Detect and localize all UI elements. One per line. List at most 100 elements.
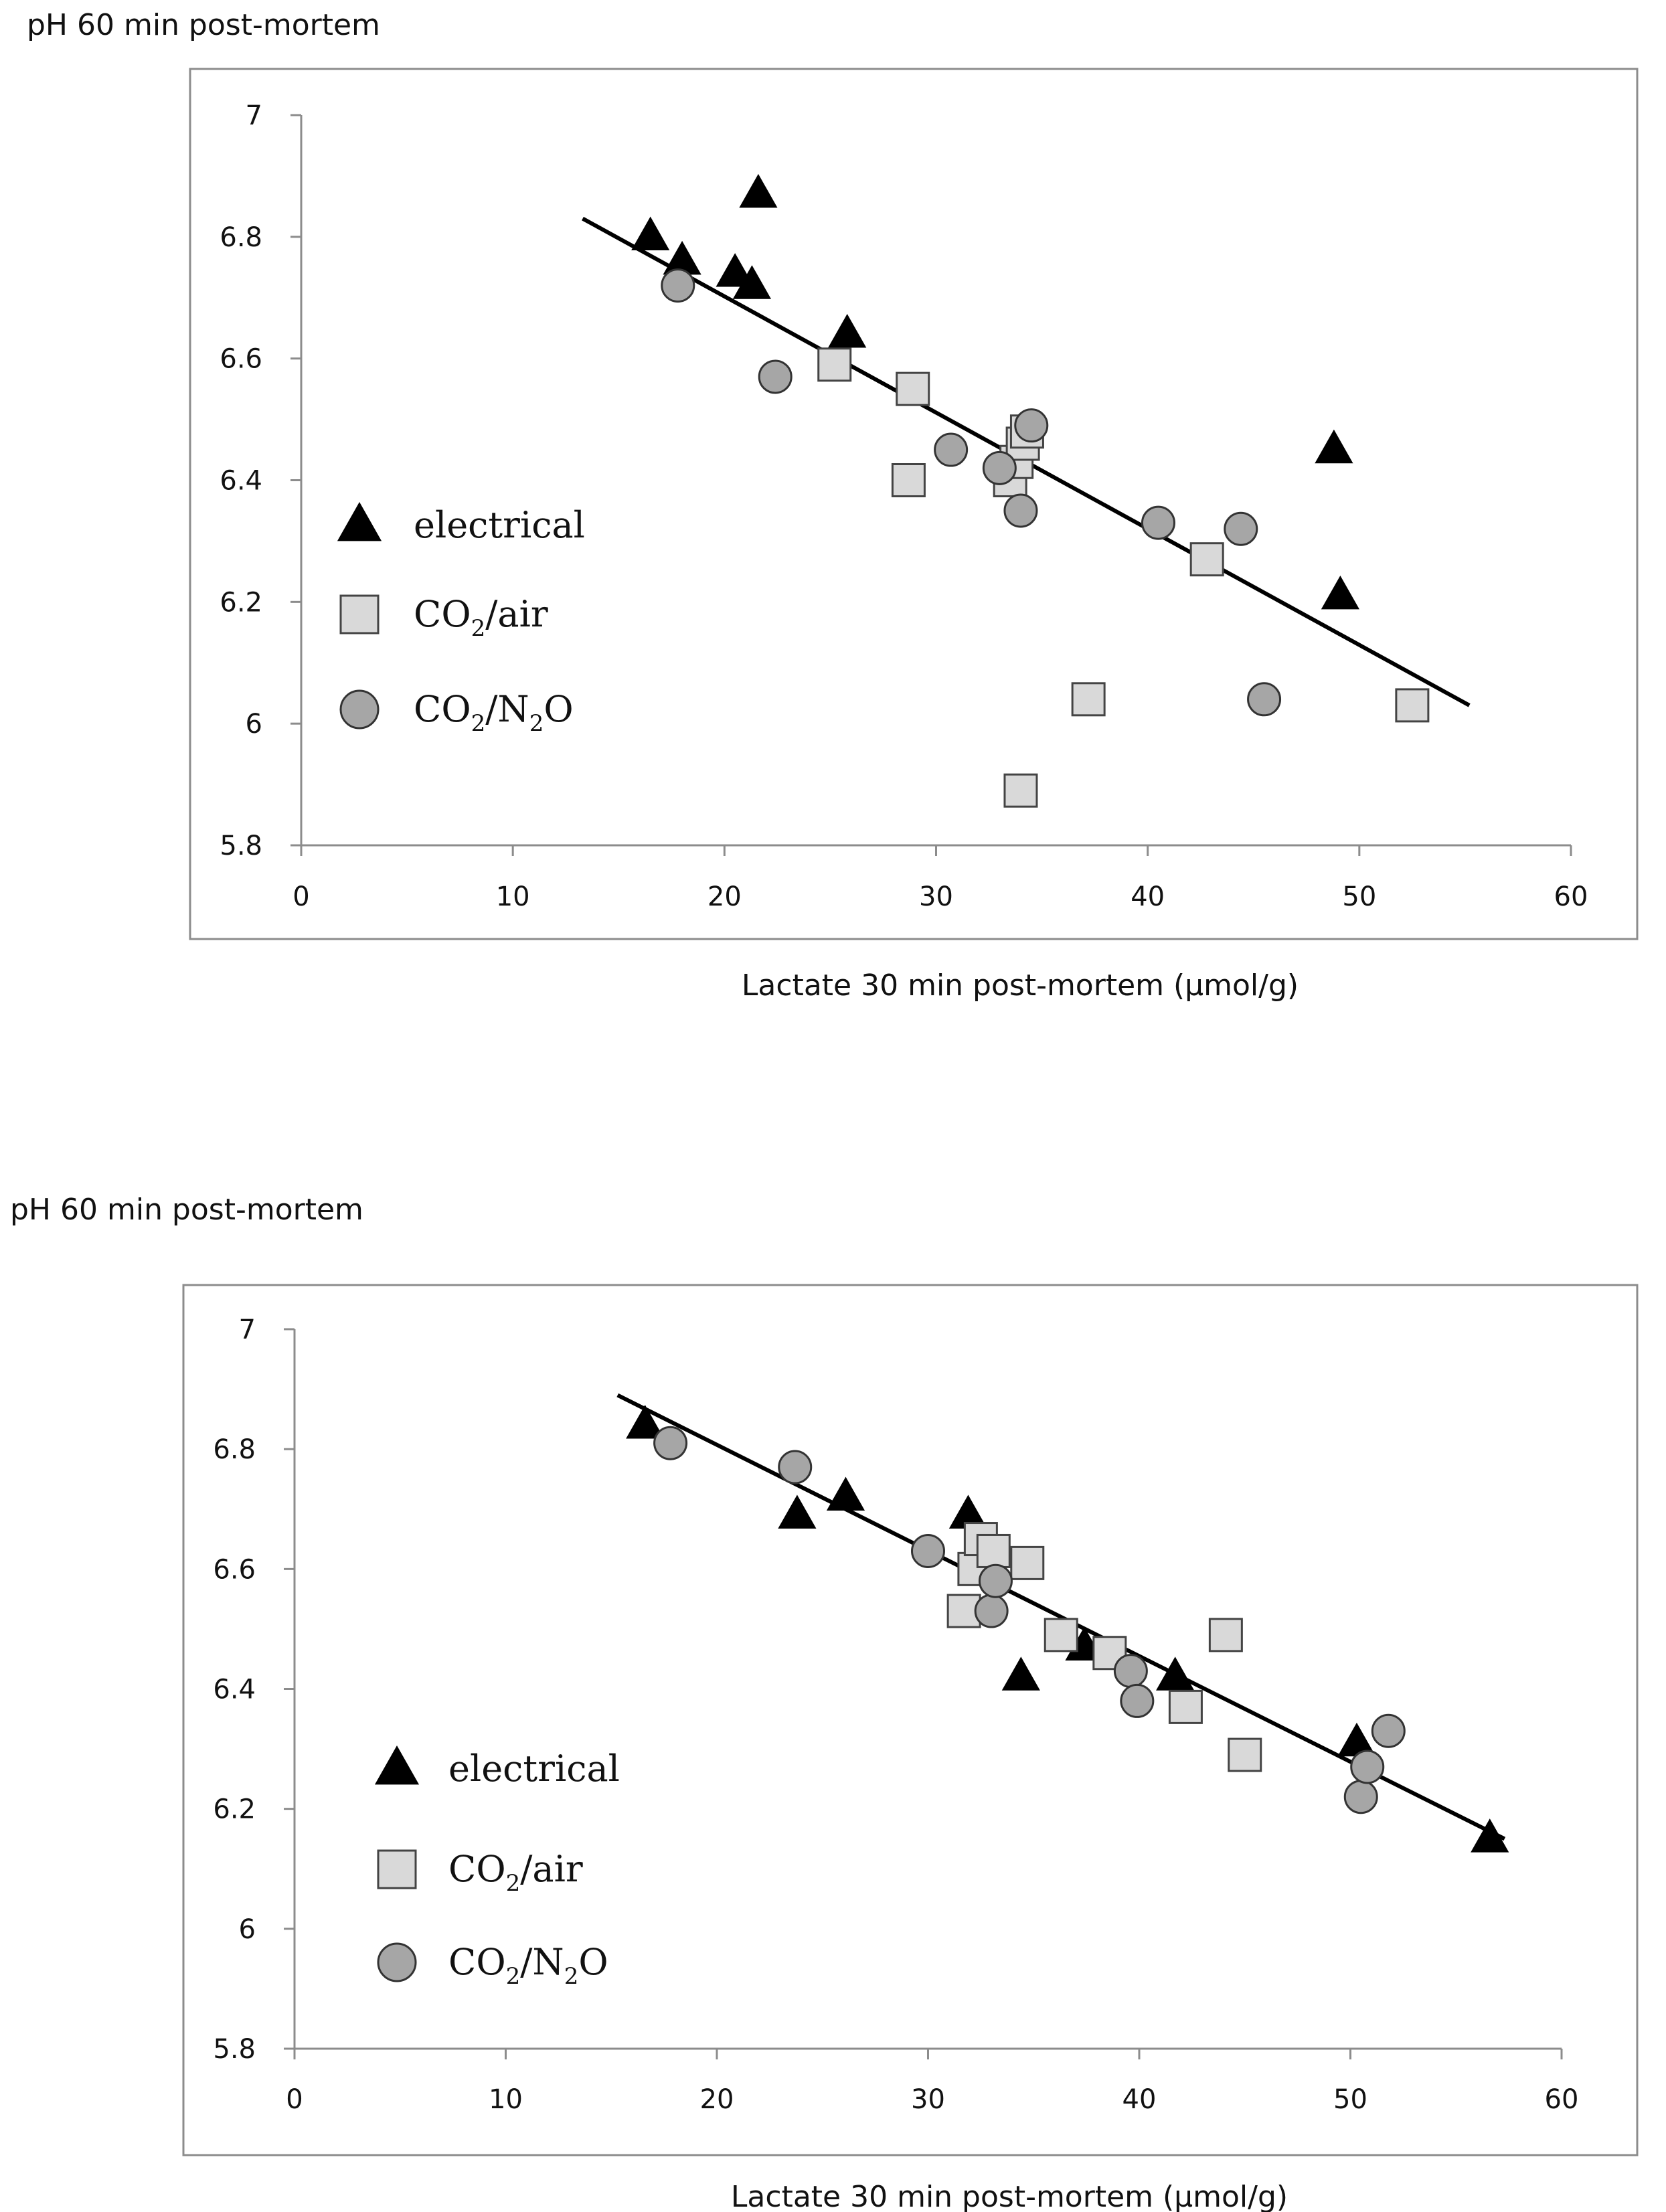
data-points (626, 1405, 1509, 1853)
electrical-point (778, 1495, 817, 1529)
co2-air-point (1208, 1618, 1243, 1652)
electrical-point (1471, 1818, 1509, 1853)
y-tick-label: 6.6 (220, 344, 262, 375)
electrical-point (1321, 575, 1359, 610)
co2-air-point (1003, 773, 1038, 808)
y-axis-title: pH 60 min post-mortem (10, 1193, 363, 1227)
legend-label-co2air: CO2/air (414, 593, 548, 642)
legend-triangle-icon (337, 501, 382, 541)
co2-n2o-point (1371, 1713, 1406, 1748)
x-tick-label: 10 (496, 881, 530, 912)
y-tick-label: 6.2 (213, 1794, 256, 1825)
co2-air-point (1010, 1545, 1045, 1580)
x-tick-label: 40 (1131, 881, 1165, 912)
legend-label-co2n2o: CO2/N2O (448, 1941, 608, 1990)
co2-air-point (1168, 1689, 1203, 1724)
electrical-point (828, 314, 867, 348)
electrical-point (1156, 1656, 1195, 1691)
co2-n2o-point (661, 268, 695, 303)
co2-n2o-point (1141, 505, 1175, 540)
electrical-point (1315, 429, 1353, 464)
x-tick-label: 0 (286, 2084, 303, 2115)
x-tick-label: 0 (293, 881, 309, 912)
co2-air-point (1044, 1618, 1078, 1652)
x-tick-label: 50 (1333, 2084, 1367, 2115)
co2-n2o-point (934, 432, 969, 467)
legend-label-electrical: electrical (448, 1748, 620, 1790)
x-axis-title: Lactate 30 min post-mortem (μmol/g) (742, 968, 1299, 1003)
electrical-point (826, 1476, 865, 1511)
co2-air-point (896, 371, 930, 406)
co2-n2o-point (1350, 1750, 1385, 1784)
x-tick-label: 60 (1554, 881, 1588, 912)
x-tick-label: 30 (919, 881, 953, 912)
co2-n2o-point (653, 1426, 688, 1460)
y-tick-label: 6.4 (220, 466, 262, 497)
y-tick-labels: 5.8 6 6.2 6.4 6.6 6.8 7 (220, 100, 262, 861)
co2-air-point (976, 1533, 1011, 1568)
co2-air-point (1071, 682, 1106, 717)
y-tick-label: 6.8 (213, 1434, 256, 1465)
co2-n2o-point (758, 359, 793, 394)
electrical-point (732, 265, 772, 299)
co2-n2o-point (978, 1563, 1013, 1598)
chart-frame (189, 68, 1639, 940)
y-tick-label: 6.8 (220, 222, 262, 253)
y-tick-label: 6.6 (213, 1554, 256, 1585)
co2-air-point (1395, 688, 1430, 723)
y-tick-labels: 5.8 6 6.2 6.4 6.6 6.8 7 (213, 1314, 256, 2065)
x-tick-label: 20 (700, 2084, 734, 2115)
legend-label-co2air: CO2/air (448, 1848, 583, 1897)
y-tick-label: 6.4 (213, 1675, 256, 1705)
co2-n2o-point (911, 1533, 945, 1568)
co2-n2o-point (974, 1594, 1009, 1628)
y-tick-label: 6 (239, 1914, 256, 1945)
x-tick-label: 40 (1122, 2084, 1157, 2115)
axes (284, 1328, 1563, 2059)
co2-n2o-point (778, 1450, 813, 1484)
chart-panel-top: pH 60 min post-mortem 5.866.26.46.66.87 … (27, 8, 1639, 1003)
x-tick-label: 50 (1342, 881, 1376, 912)
legend-label-co2n2o: CO2/N2O (414, 688, 574, 737)
co2-n2o-point (1014, 408, 1049, 443)
x-tick-labels: 0 10 20 30 40 50 60 (293, 881, 1588, 912)
co2-air-point (817, 347, 852, 382)
co2-air-point (1228, 1737, 1262, 1772)
y-tick-label: 5.8 (220, 831, 262, 861)
electrical-point (739, 173, 778, 208)
co2-n2o-point (1247, 682, 1282, 717)
co2-n2o-point (1003, 493, 1038, 528)
legend-square-icon (339, 594, 380, 634)
co2-n2o-point (1224, 511, 1258, 546)
electrical-point (716, 253, 754, 287)
y-tick-label: 6.2 (220, 587, 262, 618)
y-tick-label: 5.8 (213, 2034, 256, 2065)
co2-n2o-point (982, 450, 1017, 485)
x-tick-label: 30 (911, 2084, 945, 2115)
electrical-point (626, 1405, 665, 1439)
legend-circle-icon (339, 689, 380, 730)
co2-n2o-point (1113, 1654, 1148, 1689)
legend-triangle-icon (374, 1745, 420, 1785)
legend: electrical CO2/air CO2/N2O (374, 1745, 620, 1990)
x-tick-label: 20 (707, 881, 742, 912)
legend: electrical CO2/air CO2/N2O (337, 501, 585, 737)
legend-circle-icon (377, 1942, 417, 1982)
y-tick-label: 7 (246, 100, 262, 131)
x-tick-labels: 0 10 20 30 40 50 60 (286, 2084, 1578, 2115)
electrical-point (1001, 1656, 1040, 1691)
legend-label-electrical: electrical (414, 504, 585, 546)
electrical-point (631, 216, 670, 250)
co2-air-point (891, 463, 926, 497)
y-tick-label: 7 (239, 1314, 256, 1345)
data-points (631, 173, 1430, 808)
x-tick-label: 60 (1545, 2084, 1579, 2115)
co2-n2o-point (1343, 1780, 1378, 1814)
axes (290, 114, 1572, 856)
legend-square-icon (377, 1849, 417, 1889)
co2-air-point (1189, 542, 1224, 577)
x-axis-title: Lactate 30 min post-mortem (μmol/g) (731, 2180, 1288, 2212)
chart-frame (182, 1284, 1639, 2156)
x-tick-label: 10 (489, 2084, 523, 2115)
